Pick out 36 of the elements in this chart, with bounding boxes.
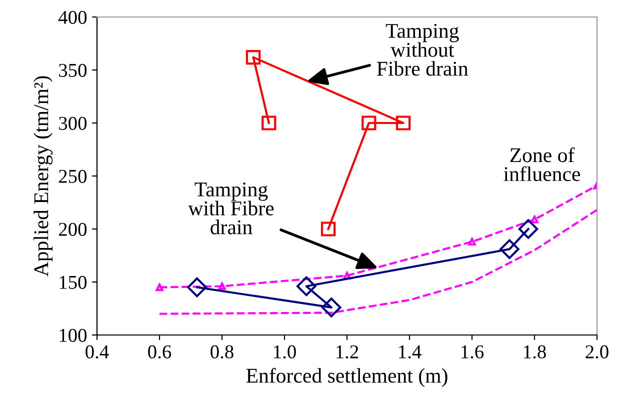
x-tick-label: 0.6 bbox=[148, 345, 172, 358]
point bbox=[500, 239, 520, 260]
y-tick-label: 350 bbox=[59, 64, 87, 77]
x-tick-label: 0.8 bbox=[210, 345, 234, 358]
x-tick-label: 1.0 bbox=[274, 345, 296, 358]
point bbox=[468, 238, 476, 246]
annotation: Tamping with Fibre drain bbox=[188, 182, 274, 234]
point bbox=[321, 298, 342, 318]
point bbox=[156, 283, 164, 292]
point bbox=[246, 50, 261, 65]
x-tick-label: 0.4 bbox=[86, 345, 109, 358]
y-tick-label: 250 bbox=[58, 170, 87, 183]
y-tick-label: 200 bbox=[58, 222, 87, 236]
annotation: Zone of influence bbox=[504, 147, 580, 182]
x-tick-label: 1.8 bbox=[524, 345, 546, 358]
y-tick-label: 100 bbox=[60, 328, 87, 342]
y-axis-title: Applied Energy (tm/m²) bbox=[34, 76, 53, 277]
y-tick-label: 400 bbox=[58, 10, 87, 24]
point bbox=[362, 116, 376, 130]
point bbox=[218, 282, 226, 290]
point bbox=[518, 219, 538, 239]
point bbox=[262, 116, 276, 130]
x-tick-label: 1.2 bbox=[336, 345, 358, 358]
y-tick-label: 150 bbox=[60, 276, 87, 289]
point bbox=[343, 272, 351, 280]
x-tick-label: 2.0 bbox=[586, 345, 608, 358]
point bbox=[320, 222, 336, 236]
x-tick-label: 1.6 bbox=[462, 345, 484, 358]
x-axis-title: Enforced settlement (m) bbox=[246, 368, 448, 388]
point bbox=[187, 277, 207, 298]
point bbox=[296, 276, 316, 296]
annotation: Tamping without Fibre drain bbox=[376, 24, 468, 76]
y-tick-label: 300 bbox=[59, 116, 87, 130]
point bbox=[530, 216, 538, 224]
x-tick-label: 1.4 bbox=[399, 345, 422, 358]
point bbox=[396, 116, 411, 130]
